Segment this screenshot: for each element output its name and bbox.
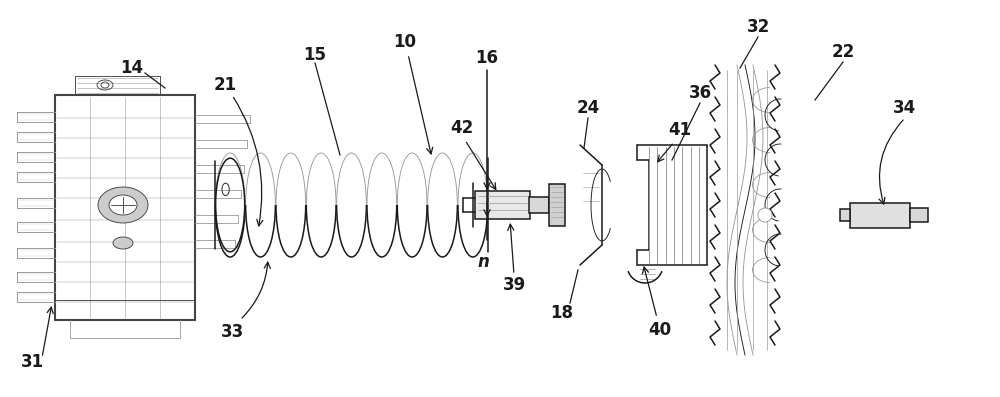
Text: 16: 16 bbox=[476, 49, 498, 67]
Text: n: n bbox=[477, 253, 489, 271]
Text: 14: 14 bbox=[120, 59, 144, 77]
Text: 39: 39 bbox=[503, 276, 527, 294]
Text: 33: 33 bbox=[220, 323, 244, 341]
Text: 42: 42 bbox=[450, 119, 474, 137]
Ellipse shape bbox=[758, 208, 772, 222]
Text: 18: 18 bbox=[550, 304, 574, 322]
Text: 36: 36 bbox=[688, 84, 712, 102]
Text: 15: 15 bbox=[304, 46, 326, 64]
Bar bbox=[910, 208, 928, 222]
Bar bbox=[850, 203, 910, 228]
Ellipse shape bbox=[113, 237, 133, 249]
Text: 24: 24 bbox=[576, 99, 600, 117]
Bar bbox=[840, 209, 850, 221]
Ellipse shape bbox=[109, 195, 137, 215]
Text: 40: 40 bbox=[648, 321, 672, 339]
Text: 41: 41 bbox=[668, 121, 692, 139]
Bar bbox=[529, 197, 549, 213]
Text: 10: 10 bbox=[394, 33, 416, 51]
Text: 31: 31 bbox=[20, 353, 44, 371]
Text: 22: 22 bbox=[831, 43, 855, 61]
Bar bbox=[475, 191, 530, 219]
Bar bbox=[549, 184, 565, 226]
Text: 32: 32 bbox=[746, 18, 770, 36]
Ellipse shape bbox=[98, 187, 148, 223]
Text: 34: 34 bbox=[893, 99, 917, 117]
Text: 21: 21 bbox=[213, 76, 237, 94]
